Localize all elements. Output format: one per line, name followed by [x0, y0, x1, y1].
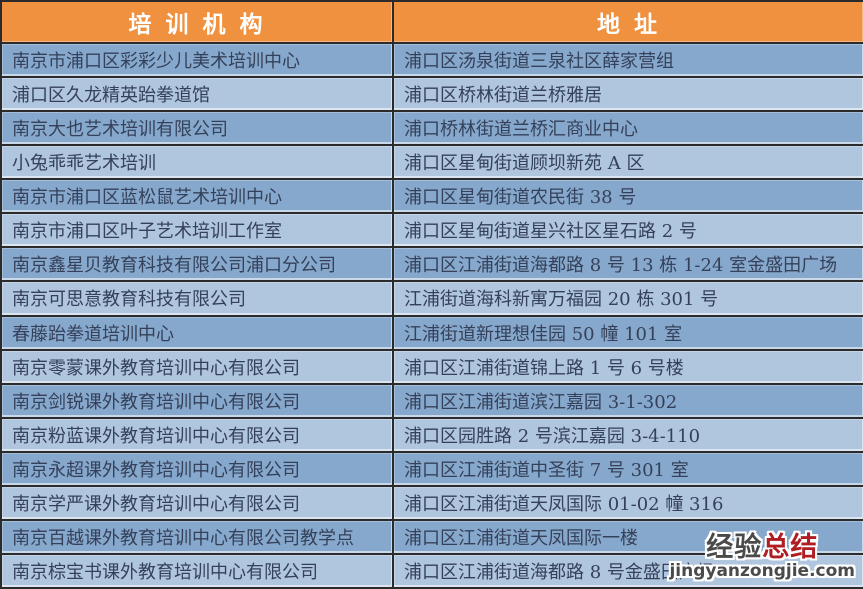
table-row: 南京大也艺术培训有限公司 浦口桥林街道兰桥汇商业中心 — [0, 110, 863, 147]
institution-cell: 小兔乖乖艺术培训 — [0, 144, 394, 181]
table-row: 南京可思意教育科技有限公司 江浦街道海科新寓万福园 20 栋 301 号 — [0, 280, 863, 317]
institution-cell: 南京可思意教育科技有限公司 — [0, 280, 394, 317]
address-cell: 江浦街道新理想佳园 50 幢 101 室 — [392, 314, 863, 351]
institution-cell: 南京百越课外教育培训中心有限公司教学点 — [0, 518, 394, 555]
table-row: 南京粉蓝课外教育培训中心有限公司 浦口区园胜路 2 号滨江嘉园 3-4-110 — [0, 416, 863, 453]
institution-cell: 春藤跆拳道培训中心 — [0, 314, 394, 351]
table-row: 南京零蒙课外教育培训中心有限公司 浦口区江浦街道锦上路 1 号 6 号楼 — [0, 348, 863, 385]
address-cell: 浦口区园胜路 2 号滨江嘉园 3-4-110 — [392, 416, 863, 453]
institution-cell: 南京大也艺术培训有限公司 — [0, 110, 394, 147]
address-cell: 浦口区江浦街道滨江嘉园 3-1-302 — [392, 382, 863, 419]
col-header-institution: 培 训 机 构 — [0, 0, 394, 44]
institution-cell: 南京永超课外教育培训中心有限公司 — [0, 450, 394, 487]
table-row: 春藤跆拳道培训中心 江浦街道新理想佳园 50 幢 101 室 — [0, 314, 863, 351]
address-cell: 浦口区星甸街道农民街 38 号 — [392, 178, 863, 215]
address-cell: 江浦街道海科新寓万福园 20 栋 301 号 — [392, 280, 863, 317]
institution-cell: 南京零蒙课外教育培训中心有限公司 — [0, 348, 394, 385]
table-row: 南京鑫星贝教育科技有限公司浦口分公司 浦口区江浦街道海都路 8 号 13 栋 1… — [0, 246, 863, 283]
institution-cell: 南京学严课外教育培训中心有限公司 — [0, 484, 394, 521]
institution-cell: 南京剑锐课外教育培训中心有限公司 — [0, 382, 394, 419]
address-cell: 浦口区江浦街道海都路 8 号 13 栋 1-24 室金盛田广场 — [392, 246, 863, 283]
institution-cell: 南京粉蓝课外教育培训中心有限公司 — [0, 416, 394, 453]
table-row: 南京永超课外教育培训中心有限公司 浦口区江浦街道中圣街 7 号 301 室 — [0, 450, 863, 487]
address-cell: 浦口区汤泉街道三泉社区薛家营组 — [392, 41, 863, 79]
address-cell: 浦口区江浦街道锦上路 1 号 6 号楼 — [392, 348, 863, 385]
table-row: 南京学严课外教育培训中心有限公司 浦口区江浦街道天凤国际 01-02 幢 316 — [0, 484, 863, 521]
table-row: 小兔乖乖艺术培训 浦口区星甸街道顾坝新苑 A 区 — [0, 144, 863, 181]
address-cell: 浦口区星甸街道星兴社区星石路 2 号 — [392, 212, 863, 249]
table-row: 南京棕宝书课外教育培训中心有限公司 浦口区江浦街道海都路 8 号金盛田广场 — [0, 552, 863, 589]
table-row: 南京市浦口区彩彩少儿美术培训中心 浦口区汤泉街道三泉社区薛家营组 — [0, 41, 863, 79]
table-row: 浦口区久龙精英跆拳道馆 浦口区桥林街道兰桥雅居 — [0, 76, 863, 113]
address-cell: 浦口区江浦街道天凤国际 01-02 幢 316 — [392, 484, 863, 521]
table-row: 南京市浦口区蓝松鼠艺术培训中心 浦口区星甸街道农民街 38 号 — [0, 178, 863, 215]
address-cell: 浦口区江浦街道天凤国际一楼 — [392, 518, 863, 555]
institution-cell: 浦口区久龙精英跆拳道馆 — [0, 76, 394, 113]
address-cell: 浦口桥林街道兰桥汇商业中心 — [392, 110, 863, 147]
address-cell: 浦口区江浦街道海都路 8 号金盛田广场 — [392, 552, 863, 589]
col-header-address: 地 址 — [392, 0, 863, 44]
table-row: 南京市浦口区叶子艺术培训工作室 浦口区星甸街道星兴社区星石路 2 号 — [0, 212, 863, 249]
institution-cell: 南京市浦口区彩彩少儿美术培训中心 — [0, 41, 394, 79]
address-cell: 浦口区桥林街道兰桥雅居 — [392, 76, 863, 113]
table-row: 南京百越课外教育培训中心有限公司教学点 浦口区江浦街道天凤国际一楼 — [0, 518, 863, 555]
institution-cell: 南京鑫星贝教育科技有限公司浦口分公司 — [0, 246, 394, 283]
institution-cell: 南京市浦口区蓝松鼠艺术培训中心 — [0, 178, 394, 215]
address-cell: 浦口区星甸街道顾坝新苑 A 区 — [392, 144, 863, 181]
header-row: 培 训 机 构 地 址 — [0, 0, 863, 44]
table-row: 南京剑锐课外教育培训中心有限公司 浦口区江浦街道滨江嘉园 3-1-302 — [0, 382, 863, 419]
institution-cell: 南京市浦口区叶子艺术培训工作室 — [0, 212, 394, 249]
address-cell: 浦口区江浦街道中圣街 7 号 301 室 — [392, 450, 863, 487]
institution-cell: 南京棕宝书课外教育培训中心有限公司 — [0, 552, 394, 589]
